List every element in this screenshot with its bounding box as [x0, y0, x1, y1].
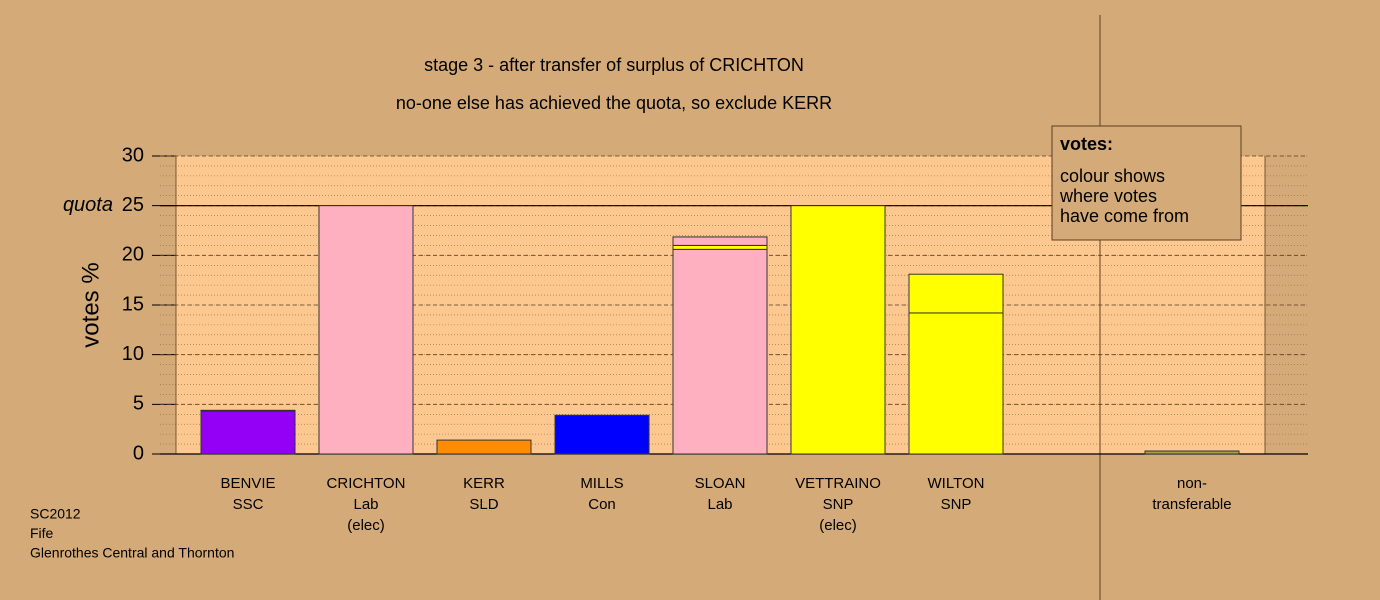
bar-segment — [200, 409, 296, 412]
bar-segment — [200, 410, 296, 455]
bar-segment — [436, 439, 532, 455]
x-tick-label: Lab — [707, 496, 732, 513]
y-axis-label: votes % — [77, 262, 104, 347]
x-tick-label: SNP — [823, 496, 854, 513]
note-box — [1051, 125, 1242, 241]
note-text: have come from — [1060, 206, 1189, 226]
note-text: colour shows — [1060, 166, 1165, 186]
bar-segment — [790, 205, 886, 455]
bar-segment — [908, 312, 1004, 455]
x-tick-label: SSC — [233, 496, 264, 513]
x-tick-label: MILLS — [580, 475, 623, 492]
x-tick-label: VETTRAINO — [795, 475, 881, 492]
y-tick-label: 0 — [133, 442, 144, 464]
bar-segment — [1144, 450, 1240, 455]
y-tick-label: 5 — [133, 393, 144, 415]
quota-label: quota — [63, 194, 113, 216]
note-text: votes: — [1060, 134, 1113, 154]
bar-segment — [672, 248, 768, 455]
bar-segment — [554, 414, 650, 455]
bar-segment — [672, 236, 768, 246]
x-tick-label: WILTON — [928, 475, 985, 492]
chart-subtitle: no-one else has achieved the quota, so e… — [396, 93, 832, 113]
footer-text: SC2012 — [30, 506, 81, 522]
x-tick-label: (elec) — [347, 517, 385, 534]
x-tick-label: Con — [588, 496, 616, 513]
y-tick-label: 15 — [122, 293, 144, 315]
y-tick-label: 10 — [122, 343, 144, 365]
chart-title: stage 3 - after transfer of surplus of C… — [424, 55, 804, 75]
x-tick-label: CRICHTON — [327, 475, 406, 492]
footer-text: Glenrothes Central and Thornton — [30, 545, 234, 561]
x-tick-label: non- — [1177, 475, 1207, 492]
bar-segment — [908, 273, 1004, 314]
x-tick-label: KERR — [463, 475, 505, 492]
x-tick-label: SLOAN — [695, 475, 746, 492]
bar-segment — [672, 244, 768, 250]
x-tick-label: BENVIE — [220, 475, 275, 492]
y-tick-label: 30 — [122, 144, 144, 166]
x-tick-label: transferable — [1152, 496, 1231, 513]
bar-segment — [318, 205, 414, 455]
x-tick-label: Lab — [353, 496, 378, 513]
footer-text: Fife — [30, 525, 54, 541]
y-tick-label: 20 — [122, 244, 144, 266]
note-text: where votes — [1059, 186, 1157, 206]
x-tick-label: SLD — [469, 496, 498, 513]
x-tick-label: (elec) — [819, 517, 857, 534]
x-tick-label: SNP — [941, 496, 972, 513]
y-tick-label: 25 — [122, 194, 144, 216]
